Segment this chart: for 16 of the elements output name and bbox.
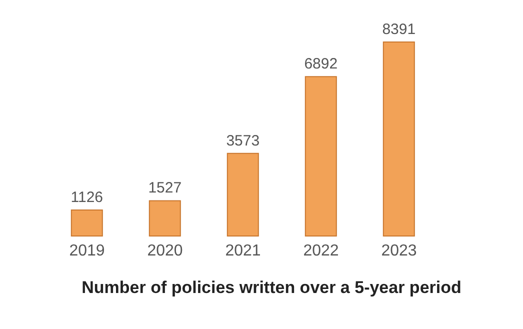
data-label: 8391 [382,21,416,38]
bar [70,209,103,236]
bar [226,152,259,236]
bar [304,76,337,236]
data-label: 1527 [148,180,182,197]
data-label: 6892 [304,56,338,73]
x-tick-label: 2019 [69,242,105,260]
bar [148,200,181,236]
x-tick-label: 2022 [303,242,339,260]
text: Number of policies written over a 5-year period [80,278,462,298]
data-label: 1126 [70,188,104,206]
x-tick-label: 2021 [225,242,261,260]
bar [382,42,415,236]
data-label: 3573 [226,132,260,150]
x-tick-label: 2023 [381,242,417,260]
x-tick-label: 2020 [147,242,183,260]
